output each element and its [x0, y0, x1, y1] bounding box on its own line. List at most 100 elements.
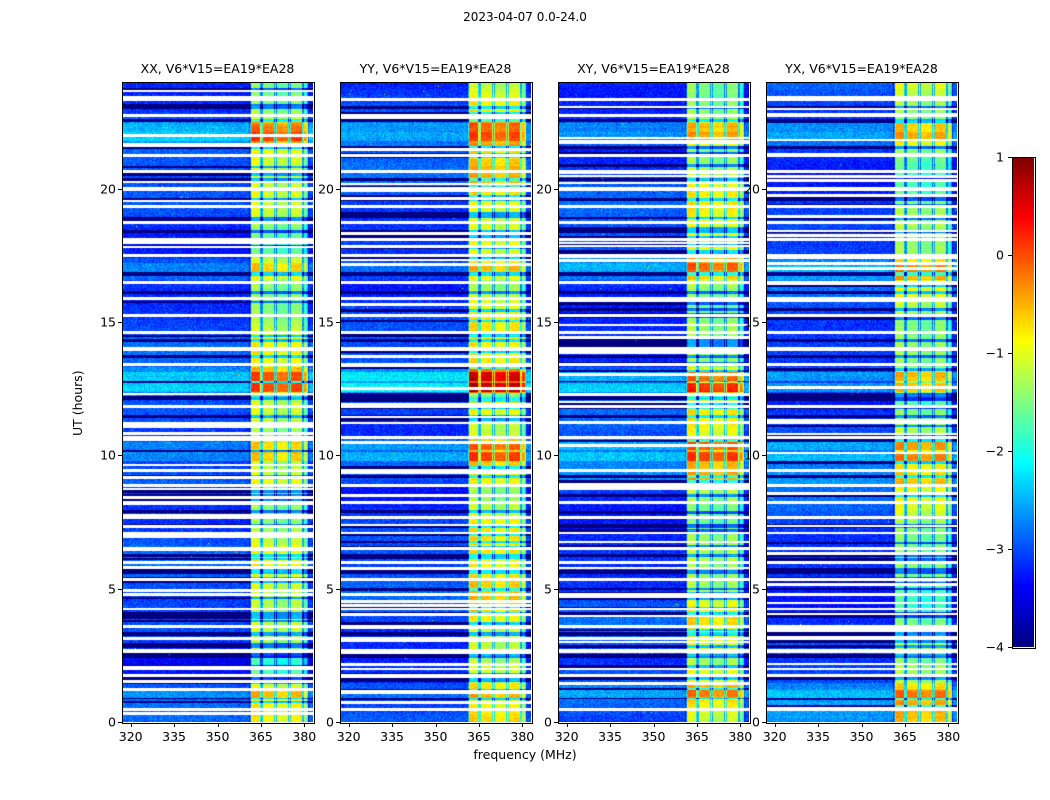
colorbar-tick-label: 1: [996, 149, 1004, 165]
waterfall-image-xy: [558, 82, 749, 722]
panel-title-xy: XY, V6*V15=EA19*EA28: [577, 61, 730, 76]
xtick-label: 320: [762, 729, 787, 744]
xtick-mark: [775, 723, 776, 727]
ytick-label: 0: [326, 714, 334, 730]
ytick-label: 5: [752, 581, 760, 597]
colorbar-tick-mark: [1008, 157, 1012, 158]
xtick-label: 365: [248, 729, 273, 744]
panel-xx[interactable]: XX, V6*V15=EA19*EA28: [122, 61, 315, 724]
colorbar-tick-label: 0: [996, 247, 1004, 263]
panel-yx[interactable]: YX, V6*V15=EA19*EA28: [766, 61, 959, 724]
xtick-mark: [349, 723, 350, 727]
colorbar: [1012, 157, 1036, 649]
xtick-mark: [261, 723, 262, 727]
ytick-mark: [118, 722, 122, 723]
xtick-mark: [697, 723, 698, 727]
xtick-mark: [610, 723, 611, 727]
xtick-mark: [479, 723, 480, 727]
waterfall-image-yx: [766, 82, 957, 722]
ytick-label: 10: [536, 447, 552, 463]
xtick-mark: [740, 723, 741, 727]
xtick-mark: [392, 723, 393, 727]
waterfall-image-yy: [340, 82, 531, 722]
ytick-mark: [762, 322, 766, 323]
panel-xy[interactable]: XY, V6*V15=EA19*EA28: [558, 61, 751, 724]
ytick-mark: [762, 589, 766, 590]
ytick-mark: [762, 189, 766, 190]
xtick-mark: [174, 723, 175, 727]
xtick-mark: [654, 723, 655, 727]
ytick-label: 5: [108, 581, 116, 597]
ytick-label: 5: [326, 581, 334, 597]
xtick-mark: [436, 723, 437, 727]
ytick-label: 0: [752, 714, 760, 730]
xtick-mark: [522, 723, 523, 727]
xtick-label: 320: [554, 729, 579, 744]
xtick-label: 335: [380, 729, 405, 744]
xtick-mark: [304, 723, 305, 727]
xtick-label: 365: [892, 729, 917, 744]
xtick-label: 350: [849, 729, 874, 744]
ytick-mark: [554, 189, 558, 190]
xtick-label: 365: [684, 729, 709, 744]
colorbar-tick-label: −3: [985, 541, 1004, 557]
ytick-label: 15: [100, 314, 116, 330]
xtick-label: 335: [598, 729, 623, 744]
colorbar-tick-label: −2: [985, 443, 1004, 459]
ytick-mark: [336, 322, 340, 323]
ytick-mark: [336, 589, 340, 590]
xtick-label: 380: [728, 729, 753, 744]
figure-suptitle: 2023-04-07 0.0-24.0: [463, 10, 587, 24]
xtick-label: 380: [936, 729, 961, 744]
panel-title-yy: YY, V6*V15=EA19*EA28: [359, 61, 512, 76]
ytick-mark: [336, 722, 340, 723]
ytick-label: 5: [544, 581, 552, 597]
xtick-mark: [905, 723, 906, 727]
colorbar-tick-mark: [1008, 549, 1012, 550]
colorbar-tick-label: −1: [985, 345, 1004, 361]
ytick-label: 10: [744, 447, 760, 463]
ytick-mark: [118, 455, 122, 456]
xtick-label: 380: [510, 729, 535, 744]
colorbar-tick-mark: [1008, 353, 1012, 354]
panel-yy[interactable]: YY, V6*V15=EA19*EA28: [340, 61, 533, 724]
ytick-label: 10: [100, 447, 116, 463]
xtick-label: 350: [423, 729, 448, 744]
ytick-label: 20: [100, 181, 116, 197]
panel-title-xx: XX, V6*V15=EA19*EA28: [140, 61, 295, 76]
ytick-mark: [118, 589, 122, 590]
ytick-mark: [118, 189, 122, 190]
xtick-mark: [131, 723, 132, 727]
ytick-label: 20: [536, 181, 552, 197]
xtick-mark: [948, 723, 949, 727]
ytick-mark: [118, 322, 122, 323]
xtick-label: 350: [205, 729, 230, 744]
colorbar-tick-mark: [1008, 451, 1012, 452]
ytick-mark: [336, 455, 340, 456]
ytick-mark: [554, 322, 558, 323]
ytick-label: 15: [536, 314, 552, 330]
xtick-label: 335: [162, 729, 187, 744]
panel-title-yx: YX, V6*V15=EA19*EA28: [785, 61, 938, 76]
xtick-mark: [862, 723, 863, 727]
ytick-label: 20: [744, 181, 760, 197]
ytick-mark: [554, 455, 558, 456]
ytick-mark: [554, 722, 558, 723]
xtick-label: 350: [641, 729, 666, 744]
xtick-label: 320: [118, 729, 143, 744]
xtick-label: 380: [292, 729, 317, 744]
waterfall-image-xx: [122, 82, 313, 722]
ytick-label: 15: [318, 314, 334, 330]
colorbar-gradient: [1012, 157, 1034, 647]
ytick-mark: [554, 589, 558, 590]
ytick-mark: [762, 455, 766, 456]
ytick-label: 0: [544, 714, 552, 730]
colorbar-tick-mark: [1008, 255, 1012, 256]
xtick-mark: [567, 723, 568, 727]
ytick-label: 15: [744, 314, 760, 330]
x-axis-label: frequency (MHz): [473, 747, 577, 762]
xtick-label: 320: [336, 729, 361, 744]
y-axis-label: UT (hours): [70, 370, 85, 436]
xtick-label: 335: [806, 729, 831, 744]
